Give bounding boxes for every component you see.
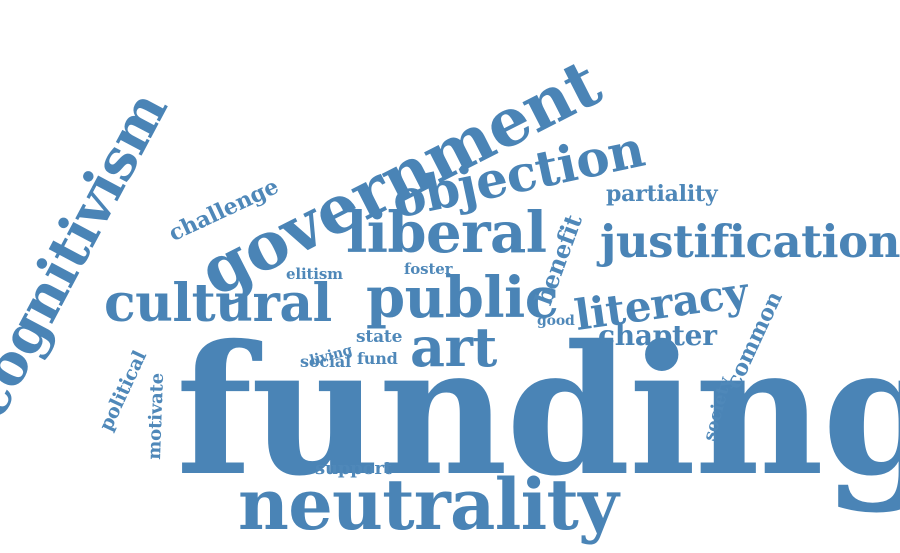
- word-state: state: [356, 327, 403, 347]
- word-support: support: [315, 458, 392, 479]
- word-political: political: [94, 347, 152, 435]
- word-foster: foster: [404, 260, 453, 278]
- word-partiality: partiality: [606, 181, 718, 207]
- word-fund: fund: [357, 349, 398, 368]
- word-justification: justification: [600, 215, 900, 268]
- word-chapter: chapter: [598, 319, 717, 352]
- word-good: good: [537, 313, 575, 329]
- word-funding: funding: [176, 306, 900, 515]
- word-motivate: motivate: [144, 372, 169, 461]
- word-art: art: [410, 315, 497, 379]
- word-social: social: [300, 352, 351, 371]
- word-neutrality: neutrality: [238, 463, 619, 546]
- word-cultural: cultural: [104, 273, 332, 334]
- word-liberal: liberal: [346, 200, 547, 266]
- word-elitism: elitism: [286, 265, 343, 283]
- word-public: public: [366, 265, 559, 331]
